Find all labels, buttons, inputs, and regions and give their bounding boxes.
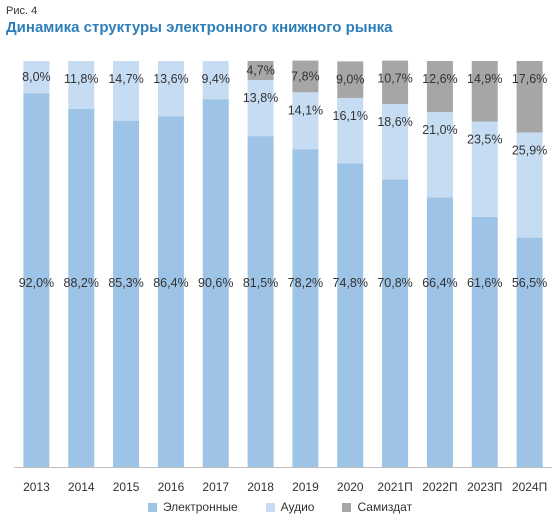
legend-label-samizdat: Самиздат [357, 500, 413, 514]
legend-swatch-samizdat [342, 502, 352, 512]
bar-electronic-2021П [382, 179, 409, 467]
data-label-audio-2020: 16,1% [333, 109, 368, 123]
data-label-audio-2018: 13,8% [243, 91, 278, 105]
legend-item-electronic: Электронные [147, 500, 238, 514]
x-tick-label-2022П: 2022П [422, 480, 457, 494]
bar-audio-2021П [382, 104, 409, 180]
chart-title: Динамика структуры электронного книжного… [6, 19, 393, 36]
bar-audio-2016 [157, 61, 184, 117]
data-label-electronic-2017: 90,6% [198, 276, 233, 290]
bars-layer [23, 60, 543, 468]
bar-electronic-2024П [516, 237, 543, 467]
bar-electronic-2017 [202, 99, 229, 467]
bar-samizdat-2021П [382, 60, 409, 105]
data-label-audio-2019: 14,1% [288, 103, 323, 117]
legend-swatch-audio [265, 502, 275, 512]
data-label-audio-2013: 8,0% [22, 70, 51, 84]
figure-label: Рис. 4 [6, 5, 38, 17]
data-label-electronic-2019: 78,2% [288, 276, 323, 290]
bar-electronic-2014 [68, 108, 95, 468]
x-tick-label-2021П: 2021П [377, 480, 412, 494]
legend-label-audio: Аудио [280, 500, 315, 514]
x-tick-label-2014: 2014 [68, 480, 95, 494]
data-labels-layer: 92,0% 8,0% 88,2% 11,8% 85,3% 14,7% 86,4% 13,6% 9… [19, 64, 548, 290]
bar-samizdat-2020 [337, 61, 364, 98]
bar-samizdat-2019 [292, 60, 319, 93]
bar-audio-2017 [202, 61, 229, 100]
legend-label-electronic: Электронные [162, 500, 238, 514]
data-label-samizdat-2021П: 10,7% [377, 72, 412, 86]
data-label-samizdat-2024П: 17,6% [512, 72, 547, 86]
x-tick-labels-layer: 2013 2014 2015 2016 2017 2018 2019 2020 2021П 202… [23, 480, 547, 494]
bar-electronic-2019 [292, 149, 319, 467]
legend: Электронные Аудио Самиздат [0, 500, 560, 514]
bar-electronic-2020 [337, 163, 364, 467]
bar-electronic-2018 [247, 136, 274, 468]
x-tick-label-2020: 2020 [337, 480, 364, 494]
data-label-samizdat-2019: 7,8% [291, 69, 320, 83]
bar-electronic-2015 [113, 120, 140, 467]
bar-audio-2014 [68, 61, 95, 109]
data-label-audio-2014: 11,8% [64, 72, 99, 86]
bar-samizdat-2018 [247, 61, 274, 81]
bar-audio-2018 [247, 80, 274, 137]
data-label-electronic-2021П: 70,8% [377, 276, 412, 290]
data-label-electronic-2018: 81,5% [243, 276, 278, 290]
data-label-electronic-2015: 85,3% [108, 276, 143, 290]
legend-item-audio: Аудио [265, 500, 315, 514]
bar-samizdat-2022П [426, 61, 453, 113]
x-tick-label-2019: 2019 [292, 480, 319, 494]
data-label-electronic-2014: 88,2% [64, 276, 99, 290]
stacked-bar-chart: 92,0% 8,0% 88,2% 11,8% 85,3% 14,7% 86,4% 13,6% 9… [14, 60, 552, 494]
legend-swatch-electronic [147, 502, 157, 512]
data-label-audio-2024П: 25,9% [512, 143, 547, 157]
data-label-audio-2023П: 23,5% [467, 132, 502, 146]
data-label-electronic-2024П: 56,5% [512, 276, 547, 290]
data-label-samizdat-2022П: 12,6% [422, 72, 457, 86]
x-tick-label-2023П: 2023П [467, 480, 502, 494]
x-tick-label-2015: 2015 [113, 480, 140, 494]
x-tick-label-2013: 2013 [23, 480, 50, 494]
bar-electronic-2013 [23, 93, 50, 467]
data-label-samizdat-2020: 9,0% [336, 72, 365, 86]
bar-audio-2013 [23, 61, 50, 94]
data-label-electronic-2023П: 61,6% [467, 276, 502, 290]
data-label-electronic-2016: 86,4% [153, 276, 188, 290]
bar-audio-2020 [337, 97, 364, 164]
data-label-audio-2021П: 18,6% [377, 115, 412, 129]
bar-audio-2015 [113, 61, 140, 121]
bar-electronic-2022П [426, 197, 453, 467]
data-label-audio-2017: 9,4% [202, 72, 231, 86]
bar-samizdat-2024П [516, 61, 543, 133]
x-tick-label-2016: 2016 [158, 480, 185, 494]
data-label-electronic-2020: 74,8% [333, 276, 368, 290]
data-label-samizdat-2023П: 14,9% [467, 72, 502, 86]
bar-audio-2022П [426, 112, 453, 198]
data-label-audio-2016: 13,6% [153, 72, 188, 86]
x-tick-label-2017: 2017 [202, 480, 229, 494]
bar-electronic-2023П [471, 216, 498, 467]
data-label-samizdat-2018: 4,7% [246, 64, 275, 78]
data-label-electronic-2022П: 66,4% [422, 276, 457, 290]
x-tick-label-2018: 2018 [247, 480, 274, 494]
x-tick-label-2024П: 2024П [512, 480, 547, 494]
bar-electronic-2016 [157, 116, 184, 467]
data-label-electronic-2013: 92,0% [19, 276, 54, 290]
bar-audio-2024П [516, 132, 543, 238]
bar-audio-2019 [292, 92, 319, 150]
bar-samizdat-2023П [471, 61, 498, 122]
data-label-audio-2022П: 21,0% [422, 123, 457, 137]
data-label-audio-2015: 14,7% [108, 72, 143, 86]
legend-item-samizdat: Самиздат [342, 500, 412, 514]
bar-audio-2023П [471, 121, 498, 217]
